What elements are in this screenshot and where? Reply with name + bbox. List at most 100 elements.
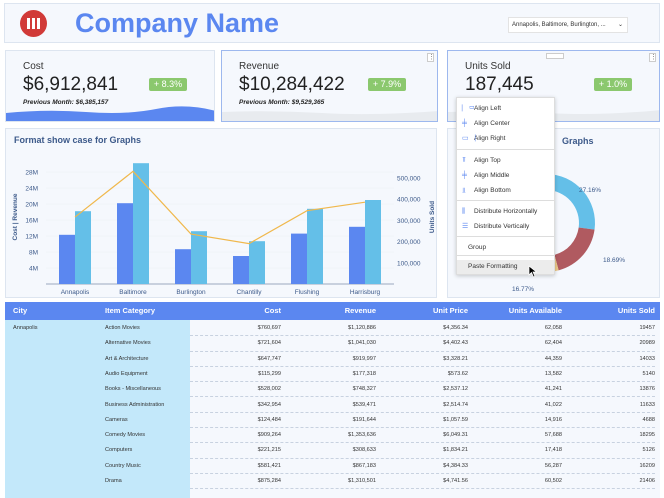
- cell: $3,328.21: [443, 355, 468, 362]
- menu-separator: [457, 200, 554, 201]
- y-tick-label: 4M: [29, 266, 38, 273]
- mouse-cursor-icon: [528, 265, 538, 278]
- menu-separator: [457, 255, 554, 256]
- menu-item-align-left[interactable]: ⎸▭ Align Left: [457, 102, 554, 116]
- cell: 13876: [639, 386, 655, 393]
- x-tick-label: Chantilly: [237, 289, 263, 296]
- menu-item-group[interactable]: Group: [457, 241, 554, 255]
- cell: $573.62: [447, 370, 468, 377]
- x-tick-label: Burlington: [176, 289, 206, 296]
- kpi-value: 187,445: [465, 74, 534, 95]
- company-logo: [20, 10, 47, 37]
- cell: $721,604: [257, 340, 281, 347]
- column-header[interactable]: Cost: [264, 306, 281, 315]
- cell: $2,514.74: [443, 401, 468, 408]
- table-row[interactable]: Alternative Movies $721,604 $1,041,030 $4,4…: [5, 336, 655, 352]
- bar-cost: [117, 203, 133, 284]
- cell: Business Administration: [105, 401, 165, 408]
- column-header[interactable]: Unit Price: [432, 306, 468, 315]
- drag-handle-icon[interactable]: [546, 53, 564, 59]
- menu-item-label: Align Center: [474, 120, 510, 127]
- x-tick-label: Baltimore: [119, 289, 147, 296]
- cell: $748,327: [352, 386, 376, 393]
- cell: Books - Miscellaneous: [105, 386, 161, 393]
- column-header[interactable]: City: [13, 306, 28, 315]
- cell: $867,183: [352, 462, 376, 469]
- kpi-label: Units Sold: [465, 61, 511, 72]
- column-header[interactable]: Units Available: [508, 306, 562, 315]
- menu-item-label: Paste Formatting: [468, 263, 518, 270]
- y-tick-label: 20M: [25, 202, 38, 209]
- cell: $308,633: [352, 447, 376, 454]
- kpi-label: Revenue: [239, 61, 280, 72]
- cell: 16209: [639, 462, 655, 469]
- cell: 5140: [642, 370, 655, 377]
- line-units-sold: [74, 170, 366, 245]
- y2-tick-label: 300,000: [397, 218, 421, 225]
- table-row[interactable]: Annapolis Action Movies $760,697 $1,120,886…: [5, 321, 655, 337]
- cell: 44,359: [544, 355, 562, 362]
- table-row[interactable]: Country Music $581,421 $867,183 $4,384.33 56…: [5, 459, 655, 474]
- menu-item-distribute-horizontally[interactable]: ⫼ Distribute Horizontally: [457, 205, 554, 219]
- table-row[interactable]: Comedy Movies $909,264 $1,353,636 $6,049.31…: [5, 428, 655, 444]
- cell: $1,041,030: [348, 340, 376, 347]
- align-bottom-icon: ⫫: [462, 187, 466, 194]
- menu-item-align-middle[interactable]: ╪ Align Middle: [457, 169, 554, 183]
- donut-slice: [546, 174, 595, 230]
- table-row[interactable]: Audio Equipment $115,299 $177,318 $573.62 13…: [5, 367, 655, 383]
- align-left-icon: ⎸▭: [462, 105, 475, 112]
- table-row[interactable]: Computers $221,215 $308,633 $1,834.21 17,418…: [5, 443, 655, 459]
- menu-item-align-top[interactable]: ⫪ Align Top: [457, 154, 554, 168]
- cell: Action Movies: [105, 325, 140, 331]
- kpi-value: $6,912,841: [23, 74, 119, 95]
- table-row[interactable]: Drama $875,284 $1,310,501 $4,741.56 60,502 21…: [5, 474, 655, 490]
- menu-item-align-center[interactable]: ╪ Align Center: [457, 117, 554, 131]
- cell: $191,644: [352, 416, 376, 423]
- cell: Audio Equipment: [105, 370, 148, 377]
- more-options-icon[interactable]: ⋮: [427, 53, 435, 62]
- table-row[interactable]: Art & Architecture $647,747 $919,997 $3,328…: [5, 352, 655, 367]
- bar-revenue: [191, 231, 207, 284]
- x-tick-label: Harrisburg: [350, 289, 381, 296]
- more-options-icon[interactable]: ⋮: [649, 53, 657, 62]
- combo-chart-panel: Format show case for Graphs 4M 8M 12M 16M 20…: [5, 128, 437, 298]
- cell: 56,287: [544, 462, 562, 469]
- chart-title: Format show case for Graphs: [14, 135, 142, 145]
- cell: $2,537.12: [443, 386, 468, 393]
- cell: $1,353,636: [348, 432, 376, 439]
- table-row[interactable]: Business Administration $342,954 $539,471 $…: [5, 398, 655, 413]
- cell: $760,697: [257, 325, 281, 331]
- menu-item-align-bottom[interactable]: ⫫ Align Bottom: [457, 184, 554, 198]
- filter-value: Annapolis, Baltimore, Burlington, ...: [512, 22, 606, 28]
- cell: 60,502: [544, 478, 562, 484]
- cell: $6,049.31: [443, 432, 468, 439]
- cell: Art & Architecture: [105, 355, 149, 362]
- combo-chart: 4M 8M 12M 16M 20M 24M 28M 100,000 200,000 300,000…: [12, 163, 436, 296]
- cell: $909,264: [257, 432, 281, 439]
- cell: 41,241: [544, 386, 562, 393]
- y2-tick-label: 200,000: [397, 239, 421, 246]
- column-header[interactable]: Revenue: [344, 306, 376, 315]
- menu-item-label: Align Left: [474, 105, 502, 112]
- cell: $342,954: [257, 401, 281, 408]
- y-tick-label: 24M: [25, 186, 38, 193]
- table-row[interactable]: Cameras $124,484 $191,644 $1,057.59 14,916 46…: [5, 413, 655, 429]
- table-row[interactable]: Books - Miscellaneous $528,002 $748,327 $2,…: [5, 382, 655, 398]
- column-header[interactable]: Item Category: [105, 306, 156, 315]
- city-filter-dropdown[interactable]: Annapolis, Baltimore, Burlington, ... ⌄: [508, 17, 628, 33]
- distribute-horizontal-icon: ⫼: [462, 208, 466, 215]
- cell: Cameras: [105, 416, 128, 423]
- menu-item-label: Distribute Vertically: [474, 223, 530, 230]
- kpi-card-cost[interactable]: Cost $6,912,841 + 8.3% Previous Month: $…: [5, 50, 215, 122]
- cell: 4688: [642, 416, 655, 423]
- chevron-down-icon: ⌄: [617, 22, 623, 28]
- kpi-previous: Previous Month: $9,529,365: [239, 99, 325, 106]
- column-header[interactable]: Units Sold: [617, 306, 655, 315]
- menu-item-distribute-vertically[interactable]: ☰ Distribute Vertically: [457, 220, 554, 234]
- menu-item-label: Align Top: [474, 157, 501, 164]
- cell: $4,356.34: [443, 325, 468, 331]
- kpi-card-revenue[interactable]: Revenue $10,284,422 + 7.9% Previous Mont…: [221, 50, 438, 122]
- menu-item-align-right[interactable]: ▭⎹ Align Right: [457, 132, 554, 146]
- menu-item-paste-formatting[interactable]: Paste Formatting: [457, 260, 554, 274]
- cell: $1,120,886: [348, 325, 376, 331]
